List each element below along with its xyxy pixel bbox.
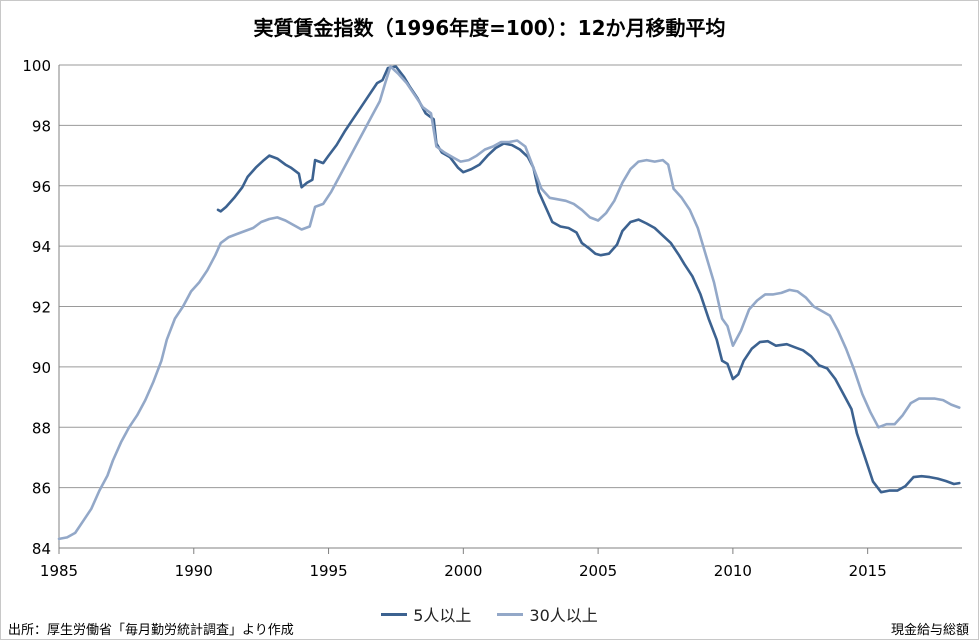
legend-label-30nin: 30人以上 — [529, 606, 598, 625]
x-tick-label: 2010 — [714, 562, 752, 580]
axes — [58, 65, 962, 554]
y-tick-label: 96 — [32, 178, 51, 196]
y-tick-label: 94 — [32, 238, 51, 256]
x-tick-labels: 1985 1990 1995 2000 2005 2010 2015 — [40, 562, 887, 580]
legend-swatch-5nin — [381, 612, 408, 616]
x-tick-label: 2005 — [579, 562, 617, 580]
x-tick-label: 2000 — [444, 562, 482, 580]
x-tick-label: 2015 — [849, 562, 887, 580]
chart-title: 実質賃金指数（1996年度=100）：12か月移動平均 — [253, 16, 726, 40]
source-note: 出所：厚生労働省「毎月勤労統計調査」より作成 — [8, 623, 294, 638]
legend-item-5nin: 5人以上 — [381, 602, 471, 626]
y-tick-label: 98 — [32, 117, 51, 135]
measure-note: 現金給与総額 — [890, 623, 969, 638]
x-tick-label: 1990 — [175, 562, 213, 580]
series-line-5nin — [216, 65, 961, 494]
gridlines — [59, 64, 962, 489]
series-line-30nin — [57, 65, 961, 541]
series-lines — [57, 65, 961, 541]
y-tick-label: 84 — [32, 540, 51, 558]
y-tick-label: 86 — [32, 480, 51, 498]
legend: 5人以上 30人以上 — [0, 602, 979, 626]
x-tick-label: 1985 — [40, 562, 78, 580]
y-tick-label: 90 — [32, 359, 51, 377]
x-tick-label: 1995 — [309, 562, 347, 580]
legend-label-5nin: 5人以上 — [413, 606, 472, 625]
y-tick-label: 92 — [32, 299, 51, 317]
y-tick-label: 100 — [22, 57, 51, 75]
y-tick-labels: 84 86 88 90 92 94 96 98 100 — [22, 57, 51, 558]
legend-item-30nin: 30人以上 — [497, 602, 598, 626]
legend-swatch-30nin — [497, 612, 524, 616]
y-tick-label: 88 — [32, 419, 51, 437]
